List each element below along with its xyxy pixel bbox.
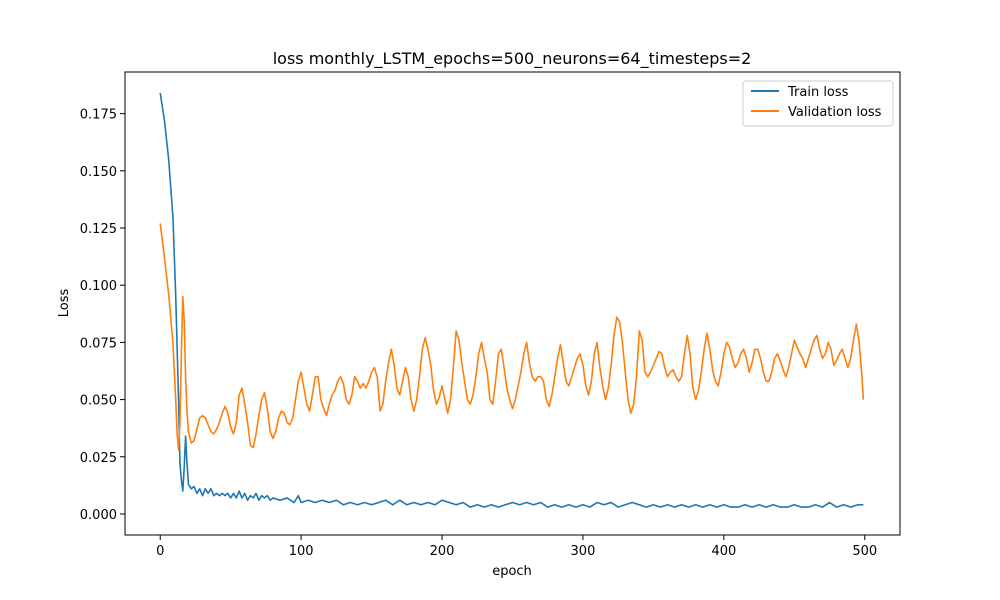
legend-label-train-loss: Train loss <box>787 85 849 100</box>
x-tick-label: 500 <box>852 544 877 559</box>
y-tick-label: 0.175 <box>80 108 117 123</box>
y-tick-label: 0.025 <box>80 451 117 466</box>
series-layer <box>159 92 865 508</box>
legend-label-validation-loss: Validation loss <box>788 105 882 120</box>
y-axis-label: Loss <box>57 289 72 318</box>
series-line-train-loss <box>159 92 864 508</box>
x-tick-label: 200 <box>430 544 455 559</box>
x-tick-label: 100 <box>289 544 314 559</box>
y-tick-label: 0.150 <box>80 165 117 180</box>
y-axis-ticks: 0.000 0.025 0.050 0.075 0.100 0.125 0.150 0.175 <box>80 108 125 523</box>
x-axis-ticks: 0 100 200 300 400 500 <box>156 535 877 559</box>
legend-box <box>742 80 894 127</box>
plot-frame <box>124 71 901 536</box>
plot-area <box>124 71 901 536</box>
legend: Train loss Validation loss <box>742 80 894 127</box>
y-tick-label: 0.100 <box>80 279 117 294</box>
x-tick-label: 400 <box>711 544 736 559</box>
chart-title: loss monthly_LSTM_epochs=500_neurons=64_… <box>273 49 752 69</box>
y-tick-label: 0.000 <box>80 508 117 523</box>
x-tick-label: 0 <box>156 544 164 559</box>
y-tick-label: 0.050 <box>80 394 117 409</box>
y-tick-label: 0.125 <box>80 222 117 237</box>
series-line-validation-loss <box>159 223 865 451</box>
x-tick-label: 300 <box>571 544 596 559</box>
y-tick-label: 0.075 <box>80 336 117 351</box>
x-axis-label: epoch <box>492 564 532 579</box>
